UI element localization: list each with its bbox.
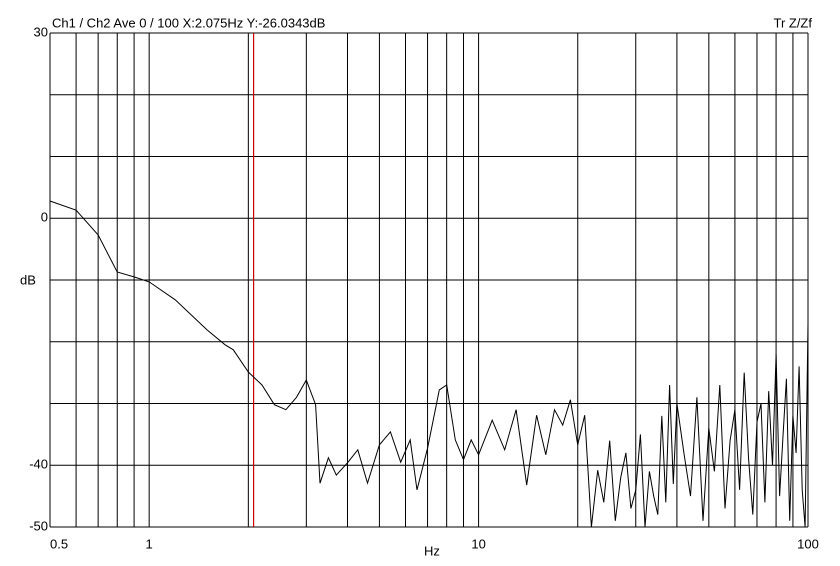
x-axis-label: Hz — [424, 543, 440, 558]
y-tick-label: -50 — [29, 518, 48, 533]
y-tick-label: 0 — [41, 210, 48, 225]
x-tick-label: 10 — [471, 536, 485, 551]
data-line — [49, 200, 809, 528]
y-axis-label: dB — [20, 272, 36, 287]
x-tick-label: 1 — [146, 536, 153, 551]
header: Ch1 / Ch2 Ave 0 / 100 X:2.075Hz Y:-26.03… — [52, 15, 325, 30]
mode-label: Tr Z/Zf — [773, 15, 812, 30]
x-tick-label: 100 — [797, 536, 819, 551]
y-tick-label: -40 — [29, 457, 48, 472]
y-tick-label: 30 — [34, 24, 48, 39]
x-tick-label: 0.5 — [50, 536, 68, 551]
